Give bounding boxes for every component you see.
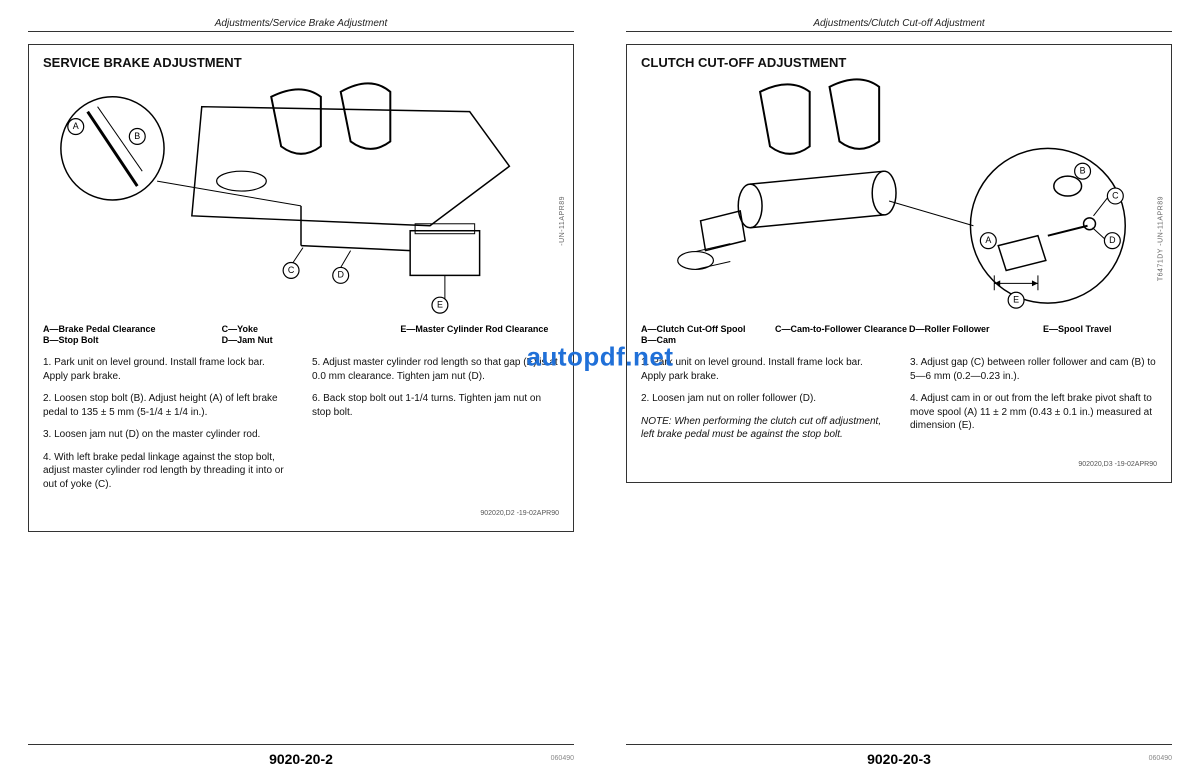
step: 1. Park unit on level ground. Install fr…	[641, 356, 888, 383]
figure-code-left: -UN-11APR89	[560, 196, 567, 246]
svg-text:A: A	[73, 121, 79, 131]
page-left: Adjustments/Service Brake Adjustment SER…	[8, 0, 594, 776]
header-rule	[28, 31, 574, 32]
svg-text:D: D	[1109, 235, 1116, 245]
svg-text:A: A	[985, 235, 991, 245]
step: 4. With left brake pedal linkage against…	[43, 451, 290, 492]
figure-clutch-cutoff: A B C D E T6471DY -UN-11APR89	[641, 76, 1157, 316]
page-right: Adjustments/Clutch Cut-off Adjustment CL…	[606, 0, 1192, 776]
section-title-left: SERVICE BRAKE ADJUSTMENT	[43, 55, 559, 70]
step: 6. Back stop bolt out 1-1/4 turns. Tight…	[312, 392, 559, 419]
svg-text:C: C	[1112, 190, 1119, 200]
service-brake-diagram: A B C	[43, 76, 559, 316]
legend-left: A—Brake Pedal Clearance B—Stop Bolt C—Yo…	[43, 324, 559, 346]
page-footer-left: 9020-20-2 060490	[8, 744, 594, 762]
legend-e: E—Spool Travel	[1043, 324, 1112, 334]
svg-text:E: E	[1013, 295, 1019, 305]
legend-b: B—Stop Bolt	[43, 335, 99, 345]
frame-footer-right: 902020,D3 -19-02APR90	[641, 461, 1157, 468]
legend-c: C—Cam-to-Follower Clearance	[775, 324, 907, 334]
figure-code-right: T6471DY -UN-11APR89	[1158, 196, 1165, 281]
content-frame-right: CLUTCH CUT-OFF ADJUSTMENT	[626, 44, 1172, 483]
svg-text:C: C	[288, 265, 295, 275]
legend-e: E—Master Cylinder Rod Clearance	[400, 324, 548, 334]
header-left: Adjustments/Service Brake Adjustment	[8, 0, 594, 31]
step: 1. Park unit on level ground. Install fr…	[43, 356, 290, 383]
frame-footer-left: 902020,D2 -19-02APR90	[43, 510, 559, 517]
page-footer-right: 9020-20-3 060490	[606, 744, 1192, 762]
legend-c: C—Yoke	[222, 324, 258, 334]
header-right: Adjustments/Clutch Cut-off Adjustment	[606, 0, 1192, 31]
step: 2. Loosen stop bolt (B). Adjust height (…	[43, 392, 290, 419]
section-title-right: CLUTCH CUT-OFF ADJUSTMENT	[641, 55, 1157, 70]
legend-a: A—Clutch Cut-Off Spool	[641, 324, 745, 334]
legend-right: A—Clutch Cut-Off Spool B—Cam C—Cam-to-Fo…	[641, 324, 1157, 346]
legend-b: B—Cam	[641, 335, 676, 345]
svg-text:B: B	[1080, 166, 1086, 176]
content-frame-left: SERVICE BRAKE ADJUSTMENT A B	[28, 44, 574, 532]
step: 2. Loosen jam nut on roller follower (D)…	[641, 392, 888, 406]
body-left: 1. Park unit on level ground. Install fr…	[43, 356, 559, 500]
note: NOTE: When performing the clutch cut off…	[641, 415, 888, 442]
svg-text:D: D	[337, 270, 344, 280]
legend-d: D—Roller Follower	[909, 324, 990, 334]
body-right: 1. Park unit on level ground. Install fr…	[641, 356, 1157, 451]
figure-service-brake: A B C	[43, 76, 559, 316]
step: 4. Adjust cam in or out from the left br…	[910, 392, 1157, 433]
step: 3. Adjust gap (C) between roller followe…	[910, 356, 1157, 383]
header-rule	[626, 31, 1172, 32]
step: 3. Loosen jam nut (D) on the master cyli…	[43, 428, 290, 442]
legend-d: D—Jam Nut	[222, 335, 273, 345]
svg-text:E: E	[437, 300, 443, 310]
clutch-cutoff-diagram: A B C D E	[641, 76, 1157, 316]
legend-a: A—Brake Pedal Clearance	[43, 324, 156, 334]
svg-text:B: B	[134, 131, 140, 141]
step: 5. Adjust master cylinder rod length so …	[312, 356, 559, 383]
